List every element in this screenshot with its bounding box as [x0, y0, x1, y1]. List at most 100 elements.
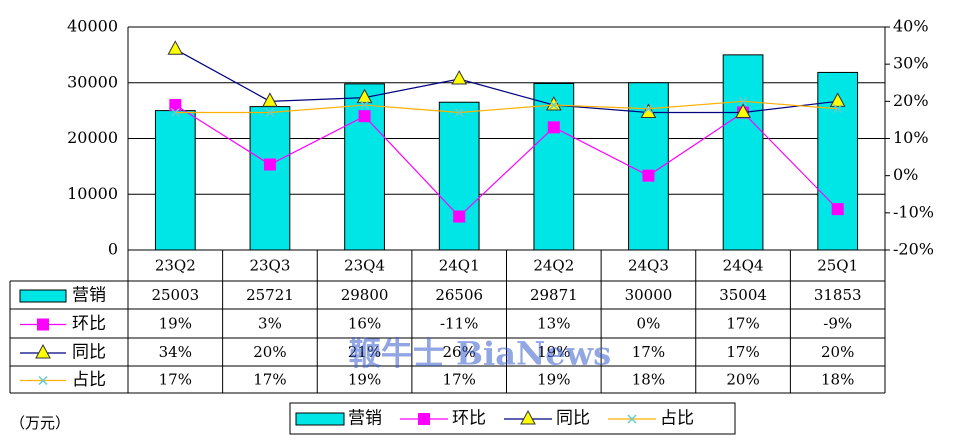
marker: [263, 158, 276, 171]
legend-marker: [418, 413, 430, 425]
table-cell: -11%: [440, 315, 478, 333]
marker: [642, 169, 655, 182]
table-cell: 17%: [726, 343, 759, 361]
unit-label: （万元）: [10, 414, 70, 432]
legend-label: 环比: [452, 409, 486, 429]
table-cell: 26506: [435, 286, 483, 304]
table-cell: 19%: [159, 315, 192, 333]
marker: [643, 104, 653, 114]
y2-tick-label: 10%: [893, 128, 929, 147]
legend-marker: [37, 318, 49, 331]
table-cell: -9%: [823, 315, 852, 333]
marker: [738, 96, 748, 106]
marker: [358, 110, 371, 123]
legend-key: [19, 289, 67, 303]
table-cell: 25003: [151, 286, 199, 304]
table-cell: 17%: [443, 371, 476, 389]
line: [175, 48, 838, 114]
legend-marker: [520, 409, 536, 425]
table-cell: 18%: [821, 371, 854, 389]
marker: [831, 203, 844, 216]
marker: [356, 88, 373, 104]
marker: [265, 107, 275, 118]
table-cell: 29800: [341, 286, 389, 304]
line: [174, 104, 839, 218]
table-series-name: 营销: [72, 286, 106, 306]
y2-tick-label: 40%: [893, 17, 929, 36]
table-cell: 3%: [258, 315, 282, 333]
marker: [833, 104, 843, 114]
x-tick-label: 24Q4: [723, 257, 764, 275]
y-tick-label: 40000: [67, 17, 118, 36]
y-tick-label: 10000: [67, 184, 118, 203]
table-cell: 20%: [253, 343, 286, 361]
table-cell: 17%: [159, 371, 192, 389]
y2-tick-label: -20%: [893, 240, 934, 259]
y2-tick-label: 0%: [893, 165, 918, 184]
marker: [167, 40, 184, 55]
table-cell: 19%: [537, 343, 570, 361]
marker: [169, 99, 182, 112]
table-cell: 19%: [537, 371, 570, 389]
table-cell: 17%: [253, 371, 286, 389]
table-cell: 34%: [159, 343, 192, 361]
y-tick-label: 20000: [67, 128, 118, 147]
legend-marker: [627, 414, 637, 424]
table-cell: 31853: [814, 286, 862, 304]
table-cell: 20%: [821, 343, 854, 361]
marker: [170, 107, 180, 118]
marker: [360, 100, 370, 110]
marker: [262, 92, 278, 107]
marker: [453, 210, 466, 223]
table-cell: 13%: [537, 315, 570, 333]
legend-label: 占比: [660, 409, 694, 429]
x-tick-label: 24Q1: [439, 257, 480, 275]
x-tick-label: 24Q2: [533, 257, 574, 275]
x-tick-label: 25Q1: [817, 257, 858, 275]
marker: [545, 95, 562, 111]
x-tick-label: 23Q2: [155, 257, 196, 275]
table-cell: 30000: [625, 286, 673, 304]
bar: [722, 54, 764, 251]
y-tick-label: 0: [108, 240, 118, 259]
table-cell: 25721: [246, 286, 294, 304]
marker: [454, 107, 464, 118]
watermark: 鞭牛士 BiaNews: [349, 335, 611, 373]
legend-marker: [38, 375, 48, 386]
table-cell: 18%: [632, 371, 665, 389]
x-tick-label: 23Q4: [344, 257, 385, 275]
y2-tick-label: 30%: [893, 54, 929, 73]
bar: [533, 82, 575, 251]
marker: [640, 103, 657, 118]
y2-tick-label: -10%: [893, 202, 934, 221]
bar: [438, 101, 480, 251]
table-cell: 17%: [726, 315, 759, 333]
y2-tick-label: 20%: [893, 91, 929, 110]
marker: [735, 103, 751, 118]
bar: [249, 106, 291, 251]
marker: [549, 100, 559, 110]
table-cell: 20%: [726, 371, 759, 389]
bar: [344, 83, 385, 251]
table-series-name: 同比: [72, 343, 106, 363]
table-series-name: 占比: [72, 370, 106, 390]
table-cell: 19%: [348, 371, 381, 389]
marker: [451, 69, 468, 85]
table-cell: 16%: [348, 315, 381, 333]
table-cell: 21%: [348, 343, 381, 361]
y-tick-label: 30000: [67, 72, 118, 91]
table-cell: 26%: [443, 343, 476, 361]
legend-key: [295, 412, 345, 426]
table-cell: 29871: [530, 286, 578, 304]
legend-label: 营销: [348, 409, 382, 429]
table-cell: 0%: [637, 315, 661, 333]
bar: [154, 110, 196, 251]
legend-marker: [35, 343, 51, 359]
marker: [829, 92, 846, 107]
line: [175, 100, 838, 114]
x-tick-label: 23Q3: [249, 257, 290, 275]
table-cell: 35004: [719, 286, 767, 304]
table-cell: 17%: [632, 343, 665, 361]
marker: [547, 121, 560, 134]
